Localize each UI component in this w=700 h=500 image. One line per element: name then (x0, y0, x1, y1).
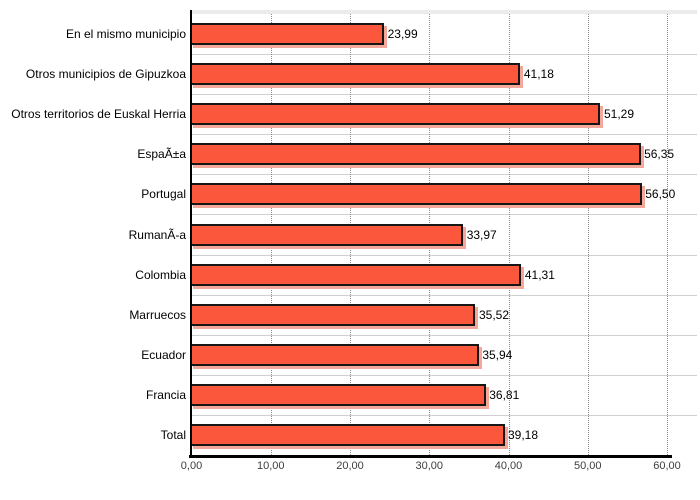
bar (190, 383, 486, 406)
value-label: 51,29 (603, 107, 634, 122)
category-label: Marruecos (129, 307, 186, 322)
bar (190, 343, 479, 366)
value-label: 33,97 (466, 227, 497, 242)
bar (190, 63, 521, 86)
value-label: 39,18 (508, 427, 539, 442)
value-label: 36,81 (489, 387, 520, 402)
x-tick-label: 50,00 (573, 460, 602, 472)
value-label: 41,18 (523, 67, 554, 82)
category-label: Otros territorios de Euskal Herria (11, 107, 186, 122)
category-label: En el mismo municipio (65, 27, 186, 42)
bar (190, 303, 476, 326)
x-tick-label: 40,00 (494, 460, 523, 472)
value-label: 56,50 (645, 187, 676, 202)
value-label: 23,99 (387, 27, 418, 42)
x-tick-label: 20,00 (336, 460, 364, 472)
x-tick-label: 30,00 (415, 460, 444, 472)
x-axis-line (189, 455, 672, 458)
row-separator (191, 94, 697, 96)
y-axis-line (190, 10, 192, 458)
bar (190, 183, 642, 206)
row-separator (191, 54, 697, 56)
row-separator (191, 174, 697, 176)
bar (190, 103, 601, 126)
x-gridline (508, 14, 510, 455)
value-label: 35,52 (478, 307, 510, 322)
category-label: Francia (145, 387, 186, 402)
value-label: 56,35 (644, 147, 675, 162)
category-label: Portugal (141, 187, 186, 202)
category-label: RumanÃ-a (128, 227, 186, 242)
x-tick-label: 0,00 (180, 460, 203, 472)
category-label: EspaÃ±a (137, 147, 186, 162)
x-tick-label: 10,00 (256, 460, 285, 472)
row-separator (191, 294, 697, 296)
category-label: Otros municipios de Gipuzkoa (25, 67, 186, 82)
plot-top-border (191, 10, 697, 14)
bar (190, 143, 641, 166)
row-separator (191, 214, 697, 216)
x-gridline (587, 14, 589, 455)
row-separator (191, 254, 697, 256)
x-gridline (667, 14, 668, 455)
category-label: Total (160, 427, 186, 442)
bar (190, 423, 505, 446)
row-separator (191, 414, 697, 416)
value-label: 41,31 (524, 267, 555, 282)
row-separator (191, 134, 697, 136)
row-separator (191, 334, 697, 336)
category-label: Colombia (135, 267, 186, 282)
row-separator (191, 374, 697, 376)
x-tick-label: 60,00 (653, 460, 681, 472)
bar (190, 23, 385, 46)
bar (190, 263, 522, 286)
bar (190, 223, 464, 246)
category-label: Ecuador (141, 347, 186, 362)
value-label: 35,94 (482, 347, 513, 362)
